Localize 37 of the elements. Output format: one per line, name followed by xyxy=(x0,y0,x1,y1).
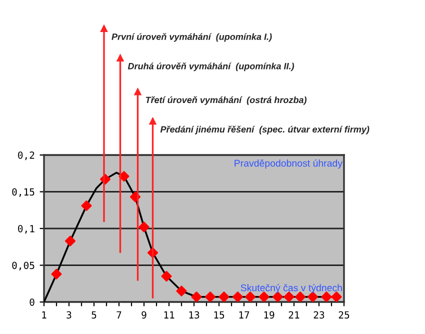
x-axis-title: Skutečný čas v týdnech xyxy=(240,284,342,294)
y-tick-label: 0,15 xyxy=(12,188,34,197)
point xyxy=(204,292,216,302)
point xyxy=(191,292,202,302)
point xyxy=(118,171,130,182)
x-tick-label: 19 xyxy=(264,311,274,319)
x-tick-label: 11 xyxy=(164,311,174,318)
point xyxy=(161,270,172,282)
x-tick-label: 3 xyxy=(66,311,72,319)
x-tick-label: 15 xyxy=(214,311,224,319)
point xyxy=(81,200,92,212)
point xyxy=(294,292,306,302)
point xyxy=(64,236,76,246)
y-axis-title: Pravděpodobnost úhrady xyxy=(234,159,342,169)
x-tick-label: 5 xyxy=(92,311,96,319)
x-tick-label: 1 xyxy=(42,311,46,318)
x-tick-label: 17 xyxy=(239,311,250,318)
point xyxy=(51,268,62,280)
x-tick-label: 13 xyxy=(189,311,200,319)
y-tick-label: 0,05 xyxy=(12,262,34,270)
x-tick-label: 7 xyxy=(116,311,122,318)
ref-line-label: První úroveň vymáhání (upomínka I.) xyxy=(112,33,272,42)
point xyxy=(138,222,150,232)
point xyxy=(218,292,230,302)
x-tick-label: 23 xyxy=(314,311,324,319)
x-tick-label: 25 xyxy=(338,311,350,319)
x-tick-label: 9 xyxy=(142,311,146,319)
point xyxy=(176,286,187,296)
ref-line-label: Druhá úrověň vymáhání (upomínka II.) xyxy=(128,62,294,72)
x-tick-label: 21 xyxy=(288,311,300,318)
y-tick-label: 0,2 xyxy=(18,152,34,160)
point xyxy=(284,292,294,302)
point xyxy=(232,292,244,302)
y-tick-label: 0,1 xyxy=(18,225,34,234)
ref-line-label: Třetí úroveň vymáhání (ostrá hrozba) xyxy=(146,96,307,105)
ref-line-label: Předání jinému řěšení (spec. útvar externí firmy) xyxy=(160,126,370,134)
y-tick-label: 0 xyxy=(30,298,34,306)
